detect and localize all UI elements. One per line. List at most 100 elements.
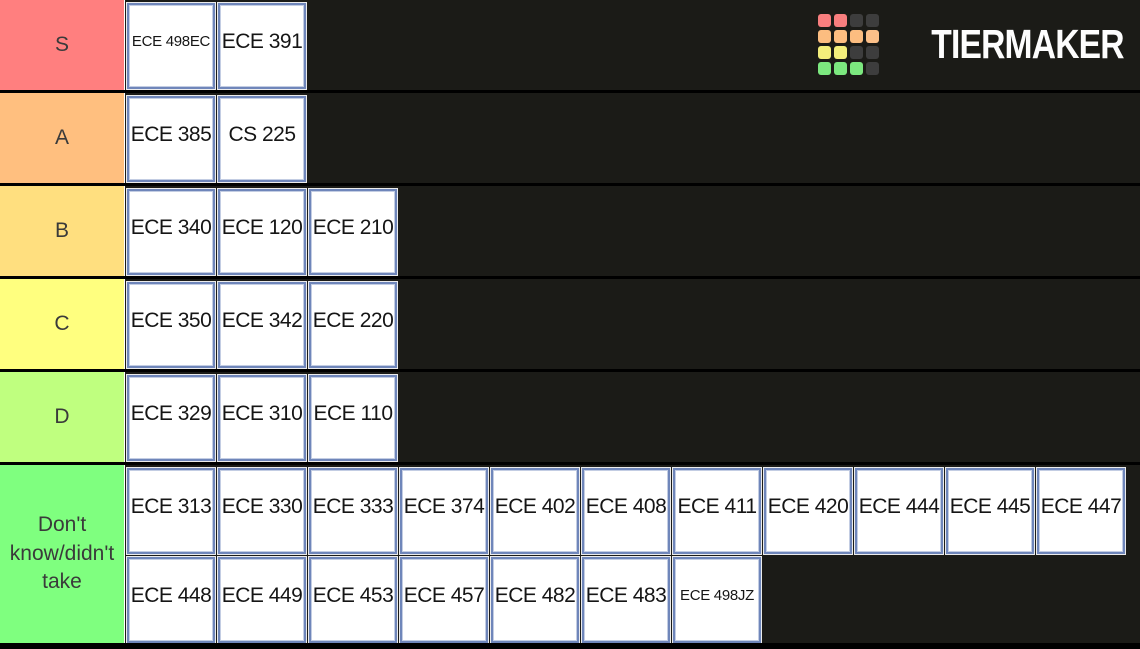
tier-item-label: ECE 457 — [403, 583, 485, 607]
tier-item-label: ECE 350 — [130, 308, 212, 332]
tier-items: ECE 350 ECE 342 ECE 220 — [125, 279, 1140, 369]
tier-row: C ECE 350 ECE 342 ECE 220 — [0, 279, 1140, 372]
logo-grid-cell — [866, 62, 880, 75]
tier-items: ECE 385 CS 225 — [125, 93, 1140, 183]
tier-item[interactable]: ECE 329 — [127, 375, 215, 461]
logo-grid-cell — [866, 46, 880, 59]
tier-item[interactable]: ECE 342 — [218, 282, 306, 368]
tier-item[interactable]: ECE 374 — [400, 468, 488, 554]
tier-item-label: ECE 498JZ — [680, 587, 754, 604]
logo-grid-cell — [818, 14, 832, 27]
tier-item[interactable]: ECE 340 — [127, 189, 215, 275]
tier-item[interactable]: ECE 402 — [491, 468, 579, 554]
tier-item-label: ECE 483 — [585, 583, 667, 607]
tiermaker-logo[interactable]: TIERMAKER — [818, 14, 1125, 75]
logo-grid-cell — [818, 62, 832, 75]
tier-row: S ECE 498EC ECE 391 — [0, 0, 1140, 93]
logo-grid-cell — [818, 30, 832, 43]
tier-item[interactable]: ECE 457 — [400, 557, 488, 643]
tier-item[interactable]: ECE 483 — [582, 557, 670, 643]
tier-row: A ECE 385 CS 225 — [0, 93, 1140, 186]
tier-item-label: ECE 444 — [858, 494, 940, 518]
tier-item-label: ECE 385 — [130, 122, 212, 146]
tier-item-label: ECE 453 — [312, 583, 394, 607]
tier-item[interactable]: ECE 350 — [127, 282, 215, 368]
tier-item[interactable]: ECE 210 — [309, 189, 397, 275]
tier-item-label: ECE 310 — [221, 401, 303, 425]
tier-item-label: ECE 210 — [312, 215, 394, 239]
tier-item-label: ECE 330 — [221, 494, 303, 518]
tier-item[interactable]: CS 225 — [218, 96, 306, 182]
tier-item[interactable]: ECE 498EC — [127, 3, 215, 89]
logo-grid-cell — [866, 30, 880, 43]
logo-grid-cell — [834, 62, 848, 75]
tier-label: B — [0, 186, 125, 276]
tier-label-text: B — [54, 218, 69, 242]
tier-item-label: ECE 411 — [677, 494, 758, 518]
tier-item[interactable]: ECE 120 — [218, 189, 306, 275]
tier-item[interactable]: ECE 449 — [218, 557, 306, 643]
tier-item-label: ECE 448 — [130, 583, 212, 607]
tier-label: Don't know/didn't take — [0, 465, 125, 643]
tier-item-label: ECE 110 — [313, 401, 394, 425]
tier-item-label: ECE 408 — [585, 494, 667, 518]
tier-label-text: S — [54, 32, 69, 56]
tier-item[interactable]: ECE 391 — [218, 3, 306, 89]
tier-item[interactable]: ECE 330 — [218, 468, 306, 554]
tier-item-label: ECE 447 — [1040, 494, 1122, 518]
tier-label: D — [0, 372, 125, 462]
tiermaker-grid-icon — [818, 14, 880, 75]
tier-item[interactable]: ECE 408 — [582, 468, 670, 554]
tier-item[interactable]: ECE 482 — [491, 557, 579, 643]
tier-label: S — [0, 0, 125, 90]
tier-row: Don't know/didn't take ECE 313 ECE 330 E… — [0, 465, 1140, 649]
logo-grid-cell — [850, 14, 864, 27]
tier-item[interactable]: ECE 411 — [673, 468, 761, 554]
tier-item-label: ECE 120 — [221, 215, 303, 239]
tier-item-label: ECE 333 — [312, 494, 394, 518]
tier-items: ECE 313 ECE 330 ECE 333 ECE 374 ECE 402 … — [125, 465, 1140, 643]
tier-label-text: A — [54, 125, 69, 149]
tier-item-label: ECE 329 — [130, 401, 212, 425]
tier-label-text: D — [54, 404, 70, 428]
logo-grid-cell — [834, 14, 848, 27]
tier-label-text: Don't know/didn't take — [9, 513, 115, 594]
tier-item[interactable]: ECE 220 — [309, 282, 397, 368]
tier-label: C — [0, 279, 125, 369]
logo-grid-cell — [850, 30, 864, 43]
tier-item-label: ECE 313 — [130, 494, 212, 518]
tier-item[interactable]: ECE 385 — [127, 96, 215, 182]
tier-item-label: ECE 342 — [221, 308, 303, 332]
tier-item-label: ECE 391 — [221, 29, 303, 53]
tier-item[interactable]: ECE 444 — [855, 468, 943, 554]
tier-item[interactable]: ECE 110 — [309, 375, 397, 461]
tier-item[interactable]: ECE 498JZ — [673, 557, 761, 643]
tier-items: ECE 340 ECE 120 ECE 210 — [125, 186, 1140, 276]
logo-grid-cell — [818, 46, 832, 59]
tier-item-label: ECE 420 — [767, 494, 849, 518]
tier-item-label: ECE 445 — [949, 494, 1031, 518]
tier-item[interactable]: ECE 310 — [218, 375, 306, 461]
tier-item-label: ECE 402 — [494, 494, 576, 518]
tier-label: A — [0, 93, 125, 183]
tier-item[interactable]: ECE 447 — [1037, 468, 1125, 554]
tier-items: ECE 498EC ECE 391 — [125, 0, 1140, 90]
tier-item[interactable]: ECE 313 — [127, 468, 215, 554]
tier-item[interactable]: ECE 333 — [309, 468, 397, 554]
logo-grid-cell — [850, 46, 864, 59]
tier-items: ECE 329 ECE 310 ECE 110 — [125, 372, 1140, 462]
tier-item-label: ECE 374 — [403, 494, 485, 518]
tiermaker-logo-text: TIERMAKER — [931, 21, 1125, 67]
tier-item[interactable]: ECE 445 — [946, 468, 1034, 554]
tier-row: D ECE 329 ECE 310 ECE 110 — [0, 372, 1140, 465]
tier-item-label: ECE 482 — [494, 583, 576, 607]
tier-item[interactable]: ECE 448 — [127, 557, 215, 643]
tier-item[interactable]: ECE 420 — [764, 468, 852, 554]
tier-item-label: CS 225 — [228, 122, 296, 146]
tier-item[interactable]: ECE 453 — [309, 557, 397, 643]
tier-item-label: ECE 340 — [130, 215, 212, 239]
tier-item-label: ECE 220 — [312, 308, 394, 332]
logo-grid-cell — [834, 30, 848, 43]
logo-grid-cell — [834, 46, 848, 59]
